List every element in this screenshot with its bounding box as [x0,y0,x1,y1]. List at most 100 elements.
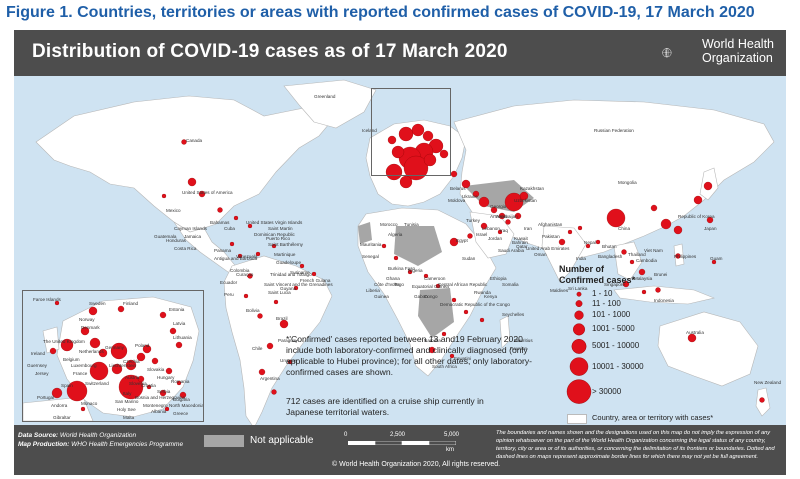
country-label: Iceland [362,128,377,133]
country-label: Peru [224,292,234,297]
legend-title-line2: Confirmed cases [559,275,632,285]
inset-country-label: Serbia [157,389,171,394]
not-applicable-label: Not applicable [250,435,314,446]
country-label: Jordan [488,236,503,241]
inset-country-label: Italy [123,391,132,396]
inset-map-svg [23,296,200,421]
country-label: Panama [214,248,232,253]
country-label: Burkina Faso [388,266,416,271]
madagascar-landmass [499,315,511,349]
africa-gray-region-south [418,288,454,338]
country-label: Bolivia [246,308,260,313]
country-label: Japan [704,226,717,231]
country-label: Bahrain [512,240,528,245]
inset-case-bubble [169,327,177,335]
case-bubble [271,243,277,249]
case-bubble [497,229,503,235]
case-bubble [673,225,683,235]
case-bubble [287,359,293,365]
case-bubble [641,289,647,295]
case-bubble [393,255,399,261]
case-bubble [161,193,167,199]
case-bubble [655,287,661,293]
bubble-layer [161,123,765,403]
country-label: Sri Lanka [568,286,588,291]
inset-country-label: Gibraltar [53,415,71,420]
country-label: Nepal [584,240,597,245]
inset-country-label: France [73,371,88,376]
inset-case-bubble [142,344,152,354]
case-bubble [271,389,277,395]
country-label: Tunisia [404,222,419,227]
inset-country-label: Luxembourg [71,363,97,368]
case-bubble [403,155,429,181]
case-bubble [257,313,263,319]
country-label: Turkey [466,218,480,223]
country-label: Qatar [516,244,528,249]
country-label: Saint Vincent and the Grenadines [264,282,333,287]
country-label: Honduras [166,238,186,243]
country-label: Chile [252,346,263,351]
southeast-asia-landmass [613,241,643,281]
europe-zoom-box [371,88,451,176]
scale-label-2500: 2,500 [390,432,406,438]
inset-case-bubble [111,363,123,375]
case-bubble [467,233,473,239]
case-bubble [478,196,490,208]
territory-label: Country, area or territory with cases* [592,413,714,422]
country-label: India [576,256,586,261]
inset-case-bubble [98,348,108,358]
inset-country-label: Andorra [51,403,68,408]
country-label: Algeria [388,232,403,237]
country-label: Somalia [502,282,519,287]
legend-class-label: 5001 - 10000 [592,341,640,351]
inset-country-label: Portugal [37,395,55,400]
case-bubble [638,268,646,276]
case-bubble [480,222,488,230]
country-label: Bahamas [210,220,230,225]
scale-label-0: 0 [344,432,348,438]
inset-case-bubble [110,342,128,360]
country-label: Guadeloupe [276,260,302,265]
country-label: Martinique [274,252,296,257]
case-bubble [629,259,635,265]
who-wordmark: World Health Organization [702,37,774,65]
case-bubble [387,135,397,145]
country-label: Indonesia [654,298,674,303]
country-label: Oman [534,252,547,257]
case-bubble [505,219,511,225]
inset-case-bubble [165,367,173,375]
case-bubble [247,223,253,229]
inset-country-label: Bosnia and Herzegovina [135,395,186,400]
map-panel: Distribution of COVID-19 cases as of 17 … [14,30,786,475]
inset-case-bubble [175,341,183,349]
case-bubble [233,215,239,221]
inset-country-label: Slovenia [129,381,147,386]
country-label: Argentina [260,376,280,381]
case-bubble [391,145,405,159]
case-bubble [247,273,253,279]
country-label: Kenya [484,294,498,299]
inset-country-label: Albania [151,409,167,414]
legend-class-label: 1 - 10 [592,289,613,299]
case-bubble [381,243,387,249]
case-bubble [693,195,703,205]
inset-country-label: Guernsey [27,363,47,368]
case-bubble [449,353,455,359]
legend-class-label: > 30000 [592,386,622,396]
case-bubble [217,207,223,213]
case-bubble [266,342,274,350]
country-label: China [618,226,631,231]
inset-country-label: The United Kingdom [43,339,85,344]
country-label: Bhutan [602,244,617,249]
who-line1: World Health [701,37,774,51]
banner-title: Distribution of COVID-19 cases as of 17 … [32,41,508,62]
country-label: Thailand [628,252,646,257]
country-label: Rwanda [474,290,491,295]
case-bubble [299,263,305,269]
country-label: Togo [394,282,404,287]
case-bubble [472,190,480,198]
inset-country-label: Bulgaria [173,397,190,402]
legend-bubble-2 [574,310,584,320]
inset-case-bubble [159,311,167,319]
